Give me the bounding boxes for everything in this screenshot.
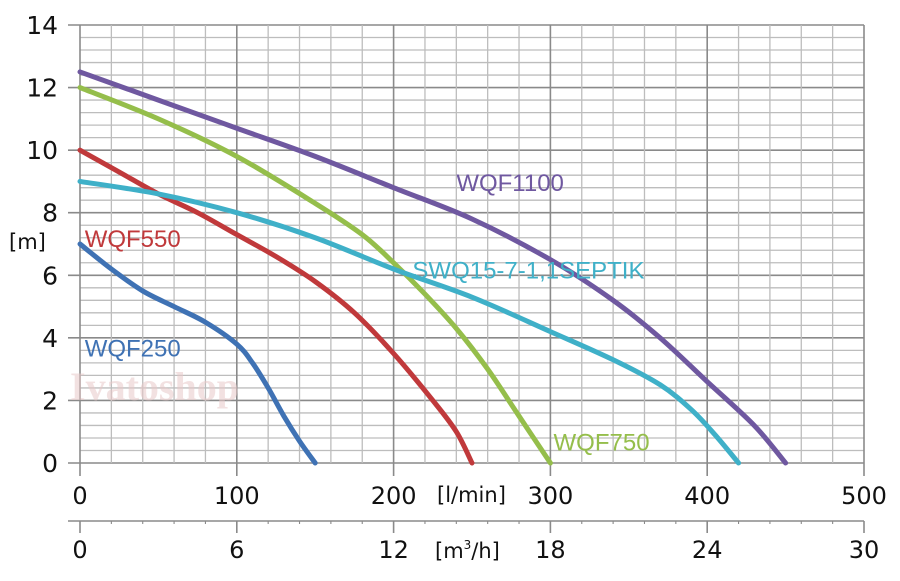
x-secondary-axis-label-sup: 3 <box>464 538 472 552</box>
series-label-wqf550: WQF550 <box>85 226 181 253</box>
series-label-swq15-7-1-1septik: SWQ15-7-1,1SEPTIK <box>412 257 644 284</box>
y-tick-label: 10 <box>26 136 58 165</box>
series-label-wqf750: WQF750 <box>554 429 650 456</box>
y-tick-label: 6 <box>42 261 58 290</box>
series <box>77 69 789 466</box>
y-tick-label: 2 <box>42 386 58 415</box>
x-tick-label: 100 <box>214 482 260 510</box>
x-tick-label: 300 <box>527 482 573 510</box>
y-axis-label: [m] <box>9 230 46 254</box>
x-secondary-tick-label: 24 <box>692 536 723 564</box>
y-tick-label: 12 <box>26 74 58 103</box>
x-secondary-tick-label: 0 <box>72 536 87 564</box>
series-line-wqf250 <box>77 241 318 466</box>
series-line-wqf1100 <box>77 69 789 466</box>
x-axis-label: [l/min] <box>437 483 506 507</box>
series-label-wqf250: WQF250 <box>85 336 181 363</box>
watermark-text: Ivatoshop <box>70 364 239 409</box>
x-secondary-tick-label: 18 <box>535 536 566 564</box>
y-tick-label: 0 <box>42 449 58 478</box>
x-secondary-axis-label: [m3/h] <box>435 538 500 563</box>
series-line-wqf750 <box>77 85 553 466</box>
x-tick-label: 200 <box>371 482 417 510</box>
x-secondary-axis-label-tail: /h] <box>471 539 500 563</box>
x-tick-label: 500 <box>841 482 887 510</box>
series-labels: WQF1100 WQF550 SWQ15-7-1,1SEPTIK WQF250 WQF7… <box>85 170 650 457</box>
axes <box>68 520 865 533</box>
x-tick-label: 0 <box>72 482 87 510</box>
x-secondary-tick-label: 12 <box>378 536 409 564</box>
series-label-wqf1100: WQF1100 <box>456 170 564 197</box>
x-secondary-tick-label: 6 <box>229 536 244 564</box>
x-tick-labels: 0 100 200 300 400 500 <box>72 482 887 510</box>
y-tick-labels: 0 2 4 6 8 10 12 14 <box>26 11 58 478</box>
y-tick-label: 8 <box>42 199 58 228</box>
x-secondary-tick-labels: 0 6 12 18 24 30 <box>72 536 879 564</box>
y-tick-label: 4 <box>42 324 58 353</box>
series-line-swq15-7-1-1septik <box>77 178 742 466</box>
x-tick-label: 400 <box>684 482 730 510</box>
x-secondary-axis-label-base: [m <box>435 539 464 563</box>
y-tick-label: 14 <box>26 11 58 40</box>
x-secondary-tick-label: 30 <box>849 536 880 564</box>
